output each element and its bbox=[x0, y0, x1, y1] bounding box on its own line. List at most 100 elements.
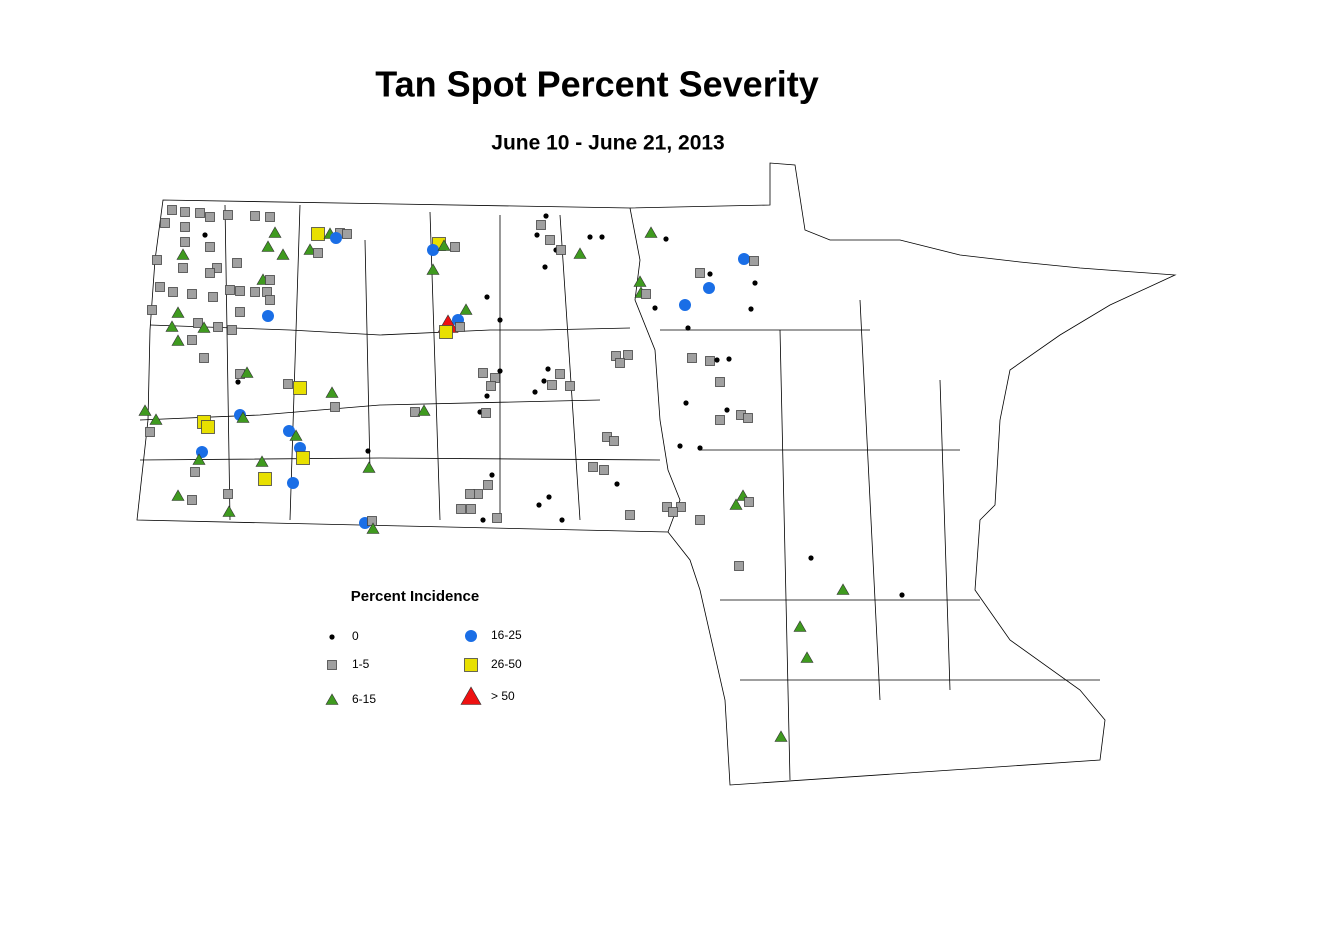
site-marker bbox=[294, 442, 306, 454]
site-marker bbox=[171, 306, 185, 318]
site-marker bbox=[573, 247, 587, 259]
site-marker bbox=[155, 282, 165, 292]
site-marker bbox=[609, 436, 619, 446]
site-marker bbox=[201, 420, 215, 434]
site-marker bbox=[296, 451, 310, 465]
site-marker bbox=[227, 325, 237, 335]
legend-label: 0 bbox=[352, 629, 359, 643]
legend-marker bbox=[464, 658, 478, 672]
site-marker bbox=[546, 494, 552, 500]
site-marker bbox=[202, 232, 208, 238]
site-marker bbox=[836, 583, 850, 595]
site-marker bbox=[676, 502, 686, 512]
site-marker bbox=[366, 522, 380, 534]
site-marker bbox=[268, 226, 282, 238]
legend-label: 6-15 bbox=[352, 692, 376, 706]
site-marker bbox=[235, 379, 241, 385]
site-marker bbox=[276, 248, 290, 260]
site-marker bbox=[534, 232, 540, 238]
site-marker bbox=[683, 400, 689, 406]
site-marker bbox=[325, 386, 339, 398]
site-marker bbox=[749, 256, 759, 266]
site-marker bbox=[532, 389, 538, 395]
legend-label: 16-25 bbox=[491, 628, 522, 642]
site-marker bbox=[662, 502, 672, 512]
site-marker bbox=[313, 248, 323, 258]
site-marker bbox=[478, 368, 488, 378]
site-marker bbox=[365, 448, 371, 454]
site-marker bbox=[752, 280, 758, 286]
site-marker bbox=[743, 413, 753, 423]
legend-label: 26-50 bbox=[491, 657, 522, 671]
site-marker bbox=[714, 357, 720, 363]
site-marker bbox=[726, 356, 732, 362]
site-marker bbox=[205, 268, 215, 278]
site-marker bbox=[497, 368, 503, 374]
site-marker bbox=[168, 287, 178, 297]
site-marker bbox=[417, 404, 431, 416]
site-marker bbox=[178, 263, 188, 273]
site-marker bbox=[262, 310, 274, 322]
site-marker bbox=[193, 318, 203, 328]
site-marker bbox=[180, 207, 190, 217]
site-marker bbox=[734, 561, 744, 571]
site-marker bbox=[190, 467, 200, 477]
state-outline bbox=[136, 162, 1177, 786]
site-marker bbox=[255, 455, 269, 467]
site-marker bbox=[625, 510, 635, 520]
site-marker bbox=[330, 402, 340, 412]
site-marker bbox=[426, 263, 440, 275]
site-marker bbox=[225, 285, 235, 295]
site-marker bbox=[748, 306, 754, 312]
site-marker bbox=[492, 513, 502, 523]
site-marker bbox=[223, 489, 233, 499]
site-marker bbox=[145, 427, 155, 437]
site-marker bbox=[195, 208, 205, 218]
site-marker bbox=[330, 232, 342, 244]
site-marker bbox=[176, 248, 190, 260]
site-marker bbox=[240, 366, 254, 378]
site-marker bbox=[685, 325, 691, 331]
site-marker bbox=[250, 211, 260, 221]
legend-marker bbox=[465, 630, 477, 642]
site-marker bbox=[644, 226, 658, 238]
site-marker bbox=[536, 220, 546, 230]
site-marker bbox=[703, 282, 715, 294]
site-marker bbox=[236, 411, 250, 423]
site-marker bbox=[160, 218, 170, 228]
site-marker bbox=[427, 244, 439, 256]
site-marker bbox=[138, 404, 152, 416]
map-title: Tan Spot Percent Severity bbox=[375, 64, 818, 105]
site-marker bbox=[480, 517, 486, 523]
site-marker bbox=[362, 461, 376, 473]
site-marker bbox=[774, 730, 788, 742]
site-marker bbox=[543, 213, 549, 219]
site-marker bbox=[615, 358, 625, 368]
site-marker bbox=[171, 489, 185, 501]
site-marker bbox=[679, 299, 691, 311]
site-marker bbox=[149, 413, 163, 425]
site-marker bbox=[542, 264, 548, 270]
site-marker bbox=[465, 489, 475, 499]
site-marker bbox=[599, 234, 605, 240]
site-marker bbox=[687, 353, 697, 363]
site-marker bbox=[497, 317, 503, 323]
site-marker bbox=[587, 234, 593, 240]
site-marker bbox=[456, 504, 466, 514]
site-marker bbox=[199, 353, 209, 363]
legend-title: Percent Incidence bbox=[351, 588, 479, 605]
site-marker bbox=[547, 380, 557, 390]
site-marker bbox=[484, 393, 490, 399]
site-marker bbox=[466, 504, 476, 514]
site-marker bbox=[738, 253, 750, 265]
site-marker bbox=[483, 480, 493, 490]
site-marker bbox=[559, 517, 565, 523]
site-marker bbox=[342, 229, 352, 239]
site-marker bbox=[180, 222, 190, 232]
site-marker bbox=[486, 381, 496, 391]
site-marker bbox=[623, 350, 633, 360]
site-marker bbox=[695, 268, 705, 278]
site-marker bbox=[705, 356, 715, 366]
site-marker bbox=[205, 212, 215, 222]
